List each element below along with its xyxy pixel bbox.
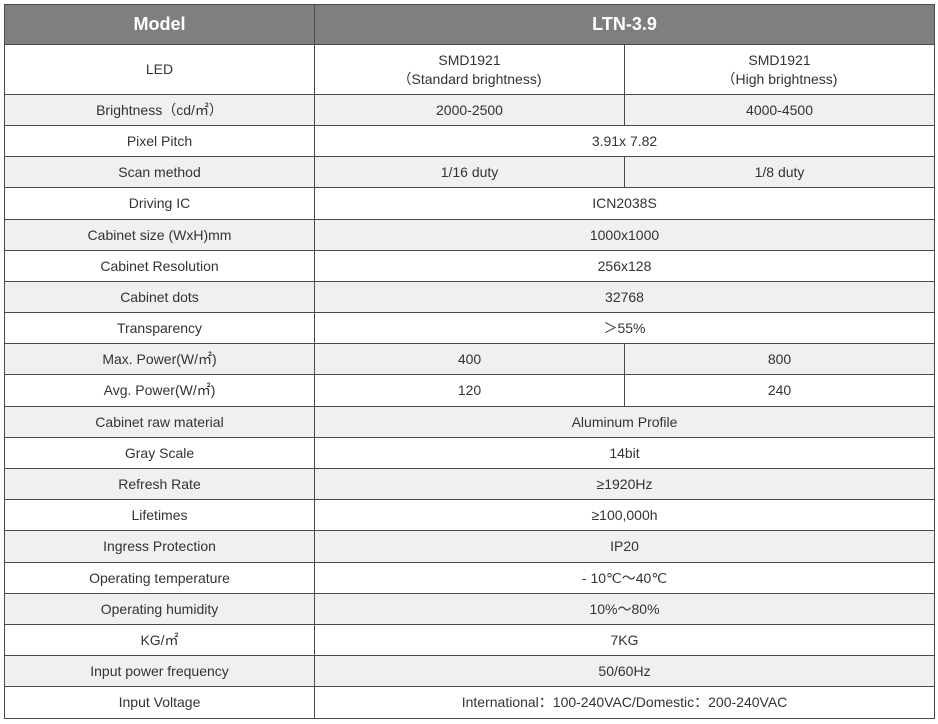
row-value-2: 4000-4500 bbox=[625, 94, 935, 125]
row-label: Cabinet Resolution bbox=[5, 250, 315, 281]
table-row: Brightness（cd/㎡）2000-25004000-4500 bbox=[5, 94, 935, 125]
table-row: Pixel Pitch3.91x 7.82 bbox=[5, 125, 935, 156]
led-col2: SMD1921 （High brightness) bbox=[625, 45, 935, 94]
row-label: Avg. Power(W/㎡) bbox=[5, 375, 315, 406]
row-label: KG/㎡ bbox=[5, 624, 315, 655]
row-value: ≥100,000h bbox=[315, 500, 935, 531]
table-row: Cabinet raw materialAluminum Profile bbox=[5, 406, 935, 437]
row-value: 50/60Hz bbox=[315, 656, 935, 687]
row-label: Lifetimes bbox=[5, 500, 315, 531]
row-label: Gray Scale bbox=[5, 437, 315, 468]
row-label: Brightness（cd/㎡） bbox=[5, 94, 315, 125]
header-product: LTN-3.9 bbox=[315, 5, 935, 45]
row-value: 7KG bbox=[315, 624, 935, 655]
row-value: - 10℃～40℃ bbox=[315, 562, 935, 593]
spec-table: Model LTN-3.9 LED SMD1921 （Standard brig… bbox=[4, 4, 935, 719]
row-label: Ingress Protection bbox=[5, 531, 315, 562]
table-row: Cabinet dots32768 bbox=[5, 281, 935, 312]
row-label: Input power frequency bbox=[5, 656, 315, 687]
table-row: Ingress ProtectionIP20 bbox=[5, 531, 935, 562]
row-label: Operating humidity bbox=[5, 593, 315, 624]
table-row: Input power frequency50/60Hz bbox=[5, 656, 935, 687]
table-row: Cabinet Resolution256x128 bbox=[5, 250, 935, 281]
table-row: Scan method1/16 duty1/8 duty bbox=[5, 157, 935, 188]
row-value-2: 1/8 duty bbox=[625, 157, 935, 188]
row-value: IP20 bbox=[315, 531, 935, 562]
led-col1-line2: （Standard brightness) bbox=[398, 71, 542, 87]
row-value-1: 2000-2500 bbox=[315, 94, 625, 125]
table-row: Input VoltageInternational：100-240VAC/Do… bbox=[5, 687, 935, 718]
table-row: Refresh Rate≥1920Hz bbox=[5, 469, 935, 500]
row-value: 10%～80% bbox=[315, 593, 935, 624]
table-row: Gray Scale14bit bbox=[5, 437, 935, 468]
spec-table-body: Model LTN-3.9 LED SMD1921 （Standard brig… bbox=[5, 5, 935, 719]
row-value-1: 1/16 duty bbox=[315, 157, 625, 188]
row-label: Operating temperature bbox=[5, 562, 315, 593]
row-label: Cabinet dots bbox=[5, 281, 315, 312]
row-value: ICN2038S bbox=[315, 188, 935, 219]
table-row: Transparency＞55% bbox=[5, 313, 935, 344]
row-value: 256x128 bbox=[315, 250, 935, 281]
row-value: 1000x1000 bbox=[315, 219, 935, 250]
table-row: Operating temperature- 10℃～40℃ bbox=[5, 562, 935, 593]
led-label: LED bbox=[5, 45, 315, 94]
row-value: Aluminum Profile bbox=[315, 406, 935, 437]
row-value-2: 800 bbox=[625, 344, 935, 375]
row-label: Max. Power(W/㎡) bbox=[5, 344, 315, 375]
row-value: ＞55% bbox=[315, 313, 935, 344]
row-label: Input Voltage bbox=[5, 687, 315, 718]
row-value: 32768 bbox=[315, 281, 935, 312]
table-row: Avg. Power(W/㎡)120240 bbox=[5, 375, 935, 406]
row-label: Transparency bbox=[5, 313, 315, 344]
table-row: Lifetimes≥100,000h bbox=[5, 500, 935, 531]
row-label: Cabinet size (WxH)mm bbox=[5, 219, 315, 250]
row-label: Scan method bbox=[5, 157, 315, 188]
row-label: Cabinet raw material bbox=[5, 406, 315, 437]
row-value-1: 120 bbox=[315, 375, 625, 406]
table-row: Driving ICICN2038S bbox=[5, 188, 935, 219]
table-row: Cabinet size (WxH)mm1000x1000 bbox=[5, 219, 935, 250]
row-label: Driving IC bbox=[5, 188, 315, 219]
row-value: 14bit bbox=[315, 437, 935, 468]
row-value: ≥1920Hz bbox=[315, 469, 935, 500]
led-col2-line1: SMD1921 bbox=[748, 52, 810, 68]
led-col2-line2: （High brightness) bbox=[722, 71, 838, 87]
row-value-1: 400 bbox=[315, 344, 625, 375]
led-row: LED SMD1921 （Standard brightness) SMD192… bbox=[5, 45, 935, 94]
row-value: 3.91x 7.82 bbox=[315, 125, 935, 156]
row-value-2: 240 bbox=[625, 375, 935, 406]
table-row: Max. Power(W/㎡)400800 bbox=[5, 344, 935, 375]
row-label: Refresh Rate bbox=[5, 469, 315, 500]
led-col1: SMD1921 （Standard brightness) bbox=[315, 45, 625, 94]
table-row: KG/㎡7KG bbox=[5, 624, 935, 655]
header-model: Model bbox=[5, 5, 315, 45]
table-row: Operating humidity10%～80% bbox=[5, 593, 935, 624]
row-label: Pixel Pitch bbox=[5, 125, 315, 156]
row-value: International：100-240VAC/Domestic：200-24… bbox=[315, 687, 935, 718]
led-col1-line1: SMD1921 bbox=[438, 52, 500, 68]
header-row: Model LTN-3.9 bbox=[5, 5, 935, 45]
